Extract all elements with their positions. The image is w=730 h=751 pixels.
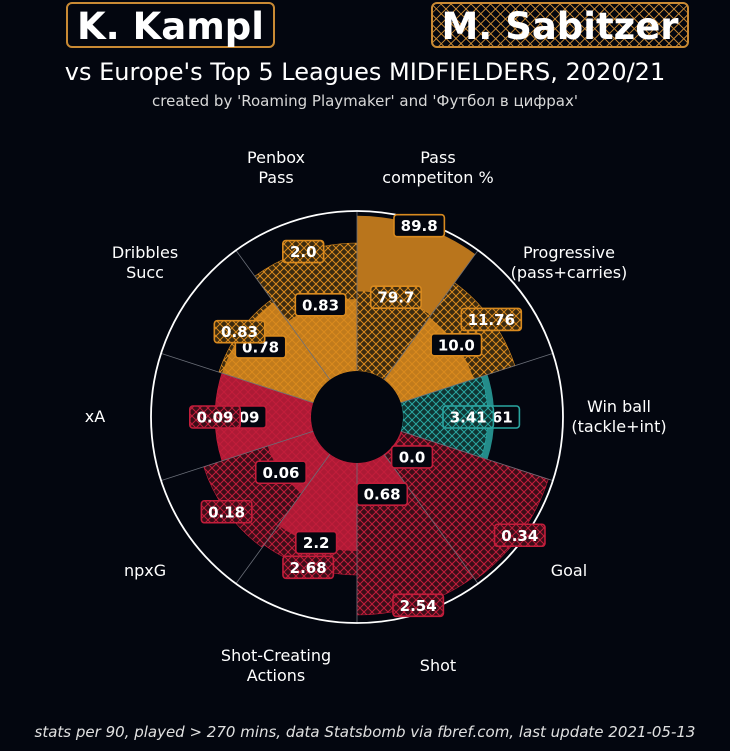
value-sabitzer-win-ball-tackle-int: 3.41 <box>442 405 495 429</box>
value-sabitzer-goal: 0.34 <box>493 523 546 548</box>
svg-text:0.83: 0.83 <box>302 296 339 314</box>
value-sabitzer-shot-creating-actions: 2.68 <box>282 555 335 580</box>
center-hole <box>311 371 403 463</box>
svg-text:0.09: 0.09 <box>196 409 233 427</box>
value-sabitzer-pass-competiton: 79.7 <box>369 285 422 309</box>
value-kampl-shot: 0.68 <box>356 482 409 507</box>
value-sabitzer-progressive-pass-carries: 11.76 <box>460 307 523 332</box>
category-label-pass-competiton: Pass competiton % <box>382 148 493 187</box>
player-name-kampl: K. Kampl <box>66 2 275 48</box>
svg-text:0.34: 0.34 <box>501 527 538 545</box>
chart-subtitle: created by 'Roaming Playmaker' and 'Футб… <box>152 92 578 110</box>
category-label-npxg: npxG <box>124 561 166 580</box>
value-sabitzer-dribbles-succ: 0.83 <box>213 319 266 344</box>
spoke-line <box>383 453 479 584</box>
category-label-xa: xA <box>85 407 105 426</box>
chart-footnote: stats per 90, played > 270 mins, data St… <box>34 723 696 741</box>
value-sabitzer-xa: 0.09 <box>189 405 242 429</box>
svg-text:11.76: 11.76 <box>468 311 515 329</box>
svg-text:0.06: 0.06 <box>262 464 299 482</box>
outer-circle <box>150 210 564 624</box>
svg-text:0.18: 0.18 <box>208 503 245 521</box>
spoke-line <box>160 430 314 482</box>
svg-text:2.54: 2.54 <box>400 597 437 615</box>
svg-text:10.0: 10.0 <box>438 336 475 354</box>
spoke-line <box>160 352 314 404</box>
category-label-win-ball-tackle-int: Win ball (tackle+int) <box>571 397 666 436</box>
player-name-sabitzer: M. Sabitzer <box>431 2 689 48</box>
spoke-line <box>235 250 331 381</box>
svg-text:2.0: 2.0 <box>290 243 317 261</box>
svg-text:0.0: 0.0 <box>399 448 426 466</box>
value-sabitzer-npxg: 0.18 <box>200 499 253 524</box>
svg-text:0.68: 0.68 <box>364 486 401 504</box>
value-sabitzer-penbox-pass: 2.0 <box>282 239 325 264</box>
bar-kampl-goal <box>384 431 403 456</box>
spoke-line <box>400 352 554 404</box>
category-label-progressive-pass-carries: Progressive (pass+carries) <box>511 243 628 282</box>
value-kampl-npxg: 0.06 <box>254 460 307 485</box>
spoke-line <box>383 250 479 381</box>
value-kampl-shot-creating-actions: 2.2 <box>295 530 338 555</box>
category-label-shot: Shot <box>420 656 456 675</box>
svg-text:2.68: 2.68 <box>290 559 327 577</box>
svg-text:0.83: 0.83 <box>221 323 258 341</box>
svg-text:2.2: 2.2 <box>303 534 330 552</box>
bar-kampl-shot-creating-actions <box>278 454 357 551</box>
chart-title: vs Europe's Top 5 Leagues MIDFIELDERS, 2… <box>64 58 666 86</box>
category-label-penbox-pass: Penbox Pass <box>247 148 305 187</box>
value-kampl-progressive-pass-carries: 10.0 <box>430 333 483 357</box>
spoke-line <box>235 453 331 584</box>
category-label-goal: Goal <box>551 561 587 580</box>
value-kampl-penbox-pass: 0.83 <box>294 292 347 317</box>
value-kampl-goal: 0.0 <box>390 445 434 469</box>
svg-text:3.41: 3.41 <box>450 409 487 427</box>
category-label-dribbles-succ: Dribbles Succ <box>112 243 178 282</box>
bar-kampl-penbox-pass <box>287 299 357 380</box>
svg-text:79.7: 79.7 <box>377 289 414 307</box>
value-sabitzer-shot: 2.54 <box>392 593 445 618</box>
category-label-shot-creating-actions: Shot-Creating Actions <box>221 646 331 685</box>
spoke-line <box>400 430 554 482</box>
value-kampl-pass-competiton: 89.8 <box>393 213 446 238</box>
svg-text:89.8: 89.8 <box>401 217 438 235</box>
